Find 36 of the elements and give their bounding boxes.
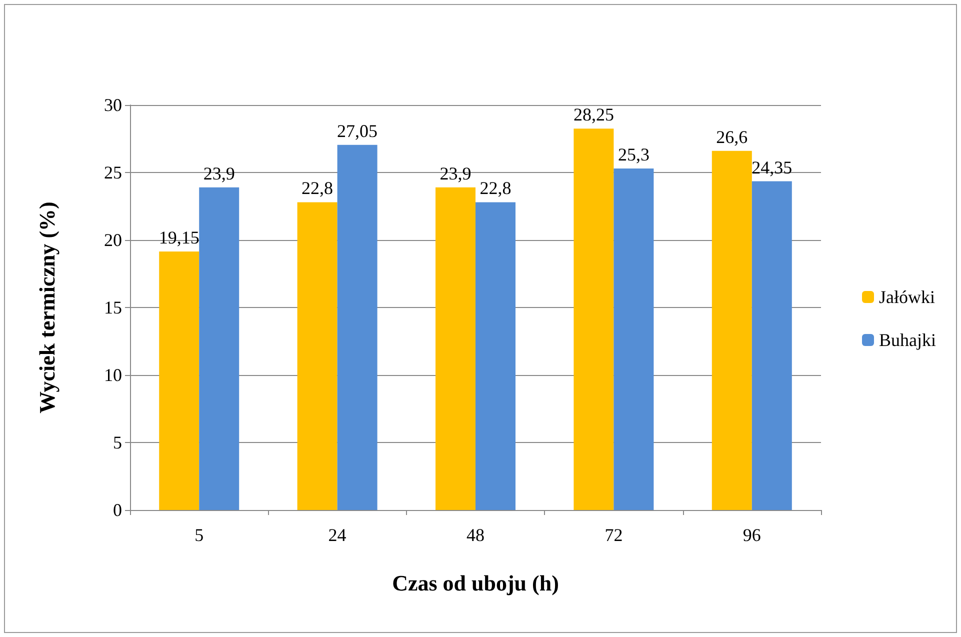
- bar: [297, 202, 338, 510]
- y-tick-label: 10: [104, 365, 122, 385]
- y-tick-label: 5: [113, 432, 122, 452]
- bar: [159, 251, 200, 510]
- data-label: 26,6: [716, 126, 748, 147]
- y-tick-label: 15: [104, 298, 122, 318]
- x-tick-label: 5: [194, 525, 204, 545]
- y-tick-label: 0: [113, 500, 122, 520]
- x-axis-title: Czas od uboju (h): [392, 570, 559, 596]
- bar: [199, 187, 240, 510]
- bar: [752, 181, 792, 510]
- x-tick-label: 24: [328, 525, 346, 545]
- y-tick-label: 30: [104, 95, 122, 115]
- x-tick-label: 72: [604, 525, 623, 545]
- bar: [614, 168, 654, 510]
- bar: [476, 202, 516, 510]
- bar: [436, 187, 476, 510]
- data-label: 22,8: [480, 178, 512, 198]
- bar: [574, 128, 614, 510]
- y-tick-label: 25: [104, 162, 122, 182]
- legend-label: Jałówki: [879, 287, 936, 307]
- y-tick-label: 20: [104, 230, 122, 250]
- data-label: 27,05: [337, 120, 378, 141]
- data-label: 23,9: [203, 163, 235, 184]
- x-tick-label: 96: [742, 525, 761, 545]
- x-tick-label: 48: [466, 525, 484, 545]
- data-label: 25,3: [618, 144, 650, 164]
- bar: [337, 144, 378, 510]
- data-label: 19,15: [158, 227, 200, 248]
- y-axis-title: Wyciek termiczny (%): [34, 202, 60, 414]
- legend-label: Buhajki: [879, 330, 936, 350]
- data-label: 28,25: [573, 104, 614, 125]
- data-label: 24,35: [752, 157, 792, 178]
- bar: [712, 150, 752, 510]
- data-label: 23,9: [440, 163, 472, 184]
- data-label: 22,8: [302, 178, 334, 198]
